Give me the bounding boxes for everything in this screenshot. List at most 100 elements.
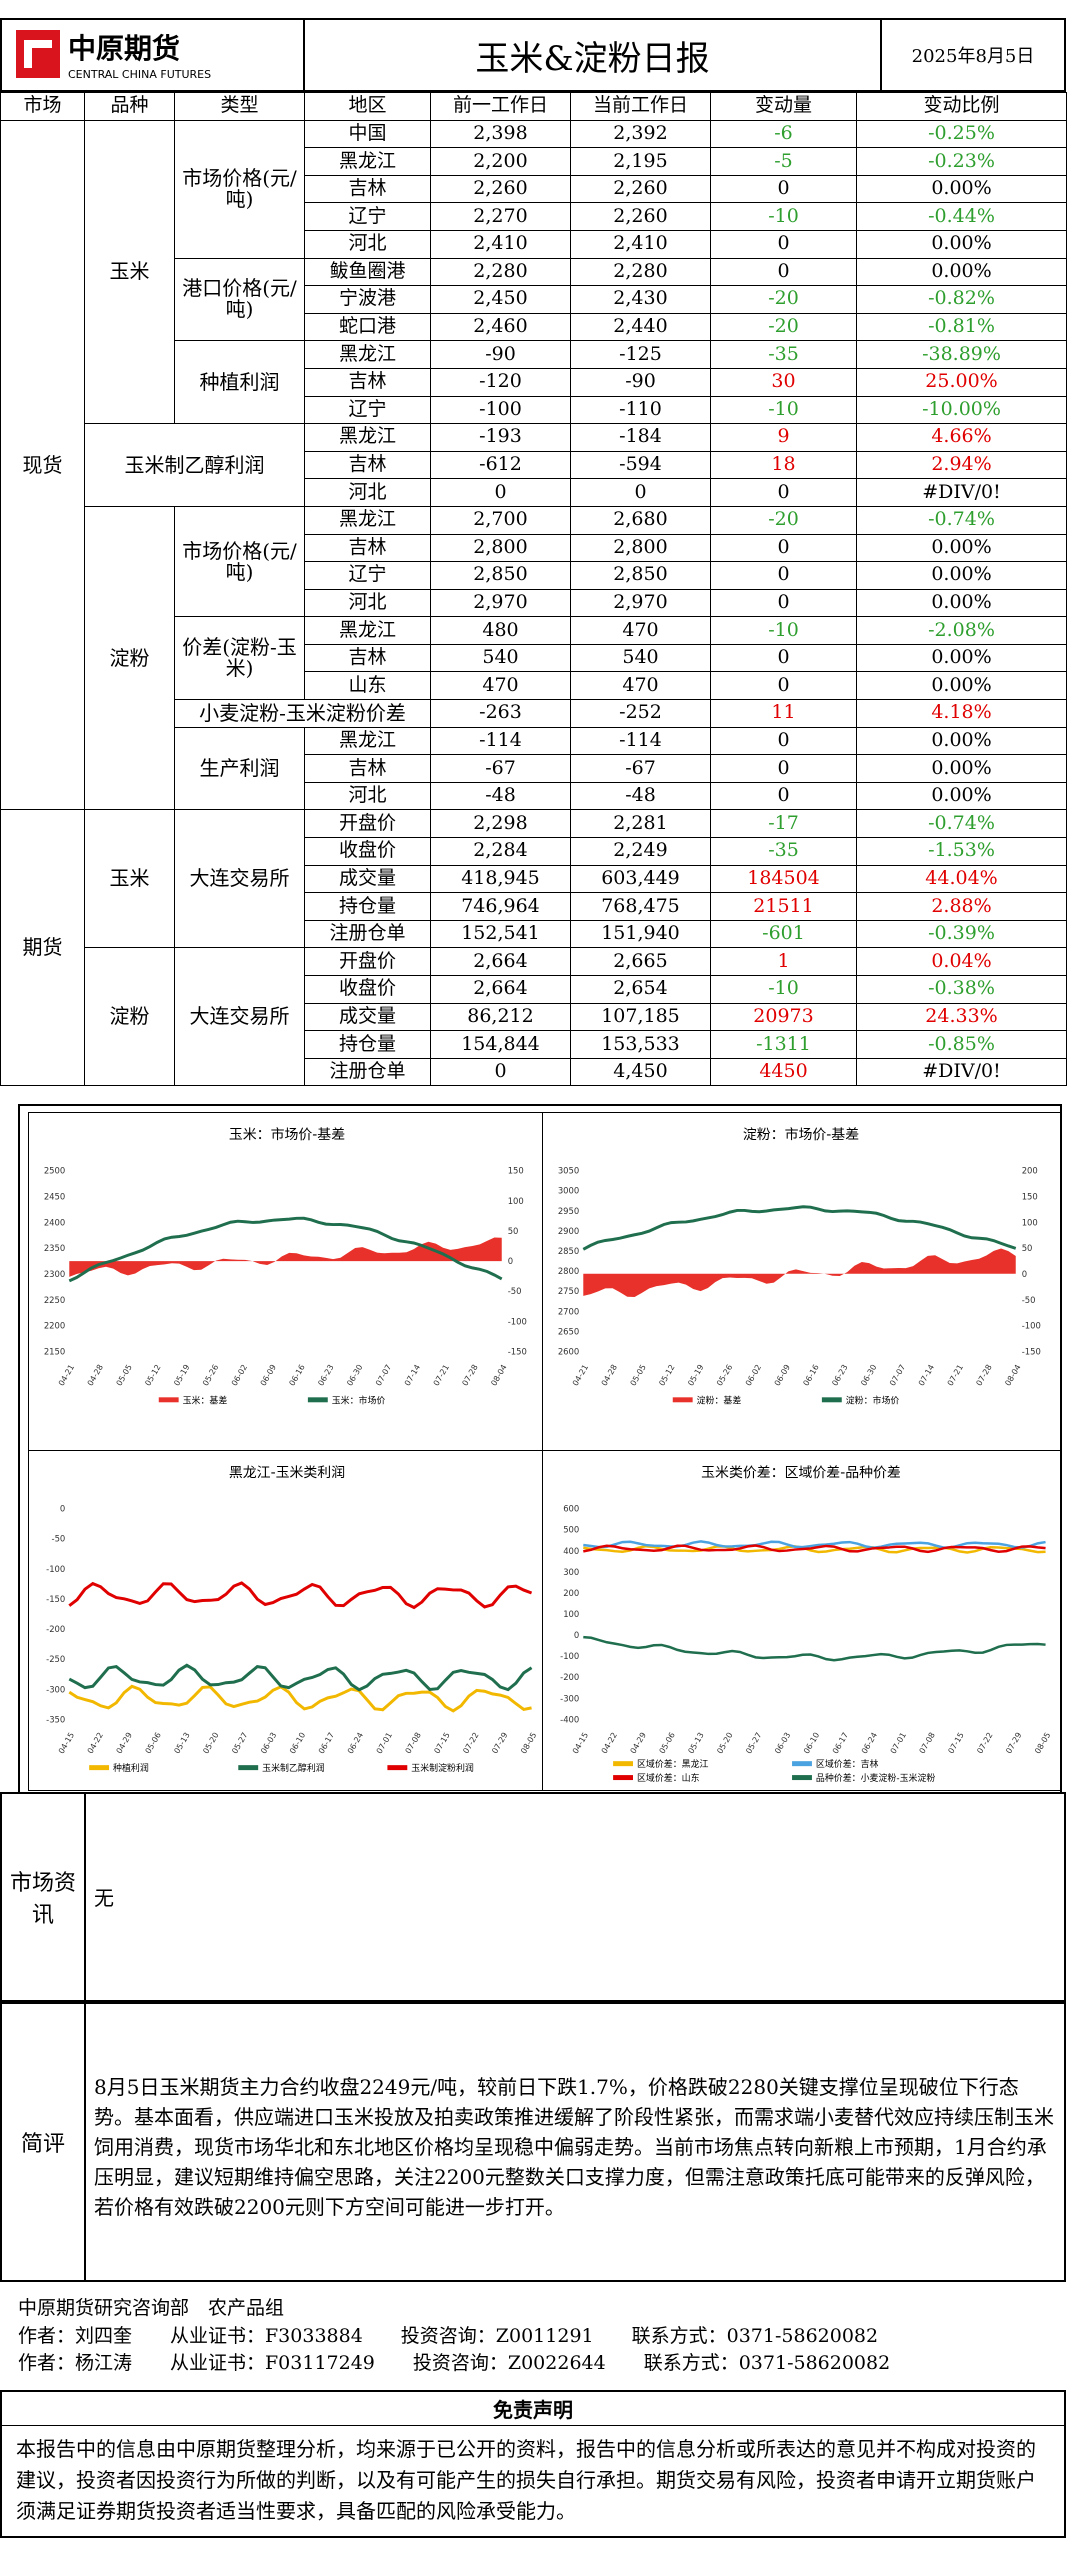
legend-label: 区域价差：吉林 (816, 1758, 879, 1770)
table-cell: 吉林 (304, 533, 431, 563)
x-tick: 04-15 (57, 1731, 76, 1755)
table-cell: 持仓量 (304, 1030, 431, 1059)
table-cell: 0.00% (856, 781, 1067, 811)
row-group-label: 玉米 (84, 119, 175, 425)
table-cell: 746,964 (430, 892, 571, 921)
y-tick: 400 (563, 1546, 579, 1556)
series-line (583, 1540, 1046, 1549)
x-tick: 04-21 (571, 1363, 590, 1387)
x-tick: 07-21 (432, 1363, 451, 1387)
table-cell: 2,665 (570, 947, 711, 976)
table-cell: 河北 (304, 781, 431, 811)
table-cell: 0 (710, 781, 857, 811)
legend-label: 玉米制乙醇利润 (262, 1762, 325, 1774)
x-tick: 05-13 (686, 1731, 705, 1755)
table-cell: -0.25% (856, 119, 1067, 149)
row-group-label: 玉米制乙醇利润 (84, 423, 305, 507)
table-cell: 4,450 (570, 1057, 711, 1087)
table-cell: 2,680 (570, 505, 711, 535)
table-cell: -10 (710, 975, 857, 1004)
table-cell: 0 (710, 588, 857, 618)
table-cell: 2,280 (430, 257, 571, 287)
x-tick: 05-27 (744, 1731, 763, 1755)
table-cell: -110 (570, 395, 711, 425)
x-tick: 08-04 (1003, 1363, 1022, 1387)
x-tick: 07-29 (1004, 1731, 1023, 1755)
y2-tick: 100 (1022, 1217, 1038, 1227)
table-cell: 2,200 (430, 147, 571, 176)
col-header: 前一工作日 (430, 92, 571, 121)
table-cell: -17 (710, 809, 857, 839)
price-line (68, 1216, 503, 1283)
table-cell: 黑龙江 (304, 505, 431, 535)
x-tick: 04-28 (86, 1363, 105, 1387)
x-tick: 06-24 (346, 1731, 365, 1755)
table-cell: 470 (430, 671, 571, 701)
table-cell: 20973 (710, 1002, 857, 1032)
table-cell: 2,260 (430, 174, 571, 204)
table-cell: 2,280 (570, 257, 711, 287)
x-tick: 05-20 (201, 1731, 220, 1755)
row-group-label: 淀粉 (84, 505, 175, 811)
table-cell: -20 (710, 505, 857, 535)
row-group-label: 种植利润 (174, 340, 305, 425)
y-tick: 2450 (44, 1191, 65, 1201)
y2-tick: -150 (508, 1347, 527, 1357)
table-cell: 30 (710, 367, 857, 397)
table-cell: 吉林 (304, 643, 431, 673)
y-tick: -200 (560, 1672, 579, 1682)
table-cell: -90 (430, 340, 571, 369)
table-cell: 河北 (304, 478, 431, 507)
table-cell: -90 (570, 367, 711, 397)
y-tick: -350 (46, 1714, 65, 1724)
table-cell: 2,410 (570, 229, 711, 259)
table-cell: 黑龙江 (304, 423, 431, 452)
col-header: 当前工作日 (570, 92, 711, 121)
table-cell: 1 (710, 947, 857, 976)
disclaimer-text: 本报告中的信息由中原期货整理分析，均来源于已公开的资料，报告中的信息分析或所表达… (16, 2437, 1036, 2523)
table-cell: 0 (710, 561, 857, 590)
x-tick: 06-09 (773, 1363, 792, 1387)
table-cell: 黑龙江 (304, 147, 431, 176)
starch-basis-chart: 淀粉：市场价-基差 3050 3000 2950 2900 2850 2800 2750 270… (542, 1112, 1061, 1453)
table-cell: -0.44% (856, 202, 1067, 231)
footer-author-1: 作者：刘四奎 从业证书：F3033884 投资咨询：Z0011291 联系方式：… (18, 2324, 879, 2347)
table-cell: 184504 (710, 864, 857, 894)
y2-tick: 200 (1022, 1166, 1038, 1176)
y-tick: 300 (563, 1567, 579, 1577)
x-tick: 05-12 (657, 1363, 676, 1387)
y-tick: -250 (46, 1654, 65, 1664)
y2-tick: 0 (1022, 1269, 1027, 1279)
chart-panel: 玉米：市场价-基差 2500 2450 2400 2350 2300 2250 2200 215… (18, 1104, 1062, 1794)
table-cell: 0 (710, 643, 857, 673)
table-cell: 24.33% (856, 1002, 1067, 1032)
report-title: 玉米&淀粉日报 (305, 18, 882, 92)
table-cell: 0 (710, 174, 857, 204)
x-tick: 06-17 (317, 1731, 336, 1755)
x-tick: 08-05 (519, 1731, 538, 1755)
y2-tick: 50 (1022, 1243, 1033, 1253)
basis-area (69, 1237, 502, 1277)
x-tick: 05-05 (629, 1363, 648, 1387)
x-tick: 04-28 (600, 1363, 619, 1387)
table-cell: 2,430 (570, 285, 711, 314)
table-cell: 2,195 (570, 147, 711, 176)
table-cell: 辽宁 (304, 202, 431, 231)
table-cell: 2,664 (430, 947, 571, 976)
series-line (583, 1544, 1046, 1554)
table-cell: 0.00% (856, 257, 1067, 287)
chart-title: 黑龙江-玉米类利润 (229, 1465, 345, 1481)
table-cell: 0 (710, 478, 857, 507)
table-cell: 418,945 (430, 864, 571, 894)
x-tick: 07-14 (403, 1363, 422, 1387)
table-cell: 153,533 (570, 1030, 711, 1059)
table-cell: -20 (710, 285, 857, 314)
table-cell: 2,700 (430, 505, 571, 535)
table-cell: 2,850 (430, 561, 571, 590)
table-cell: 768,475 (570, 892, 711, 921)
table-cell: -10.00% (856, 395, 1067, 425)
row-group-label: 淀粉 (84, 947, 175, 1087)
table-cell: 2,260 (570, 202, 711, 231)
row-group-label: 市场价格(元/吨) (174, 119, 305, 259)
table-cell: 宁波港 (304, 285, 431, 314)
